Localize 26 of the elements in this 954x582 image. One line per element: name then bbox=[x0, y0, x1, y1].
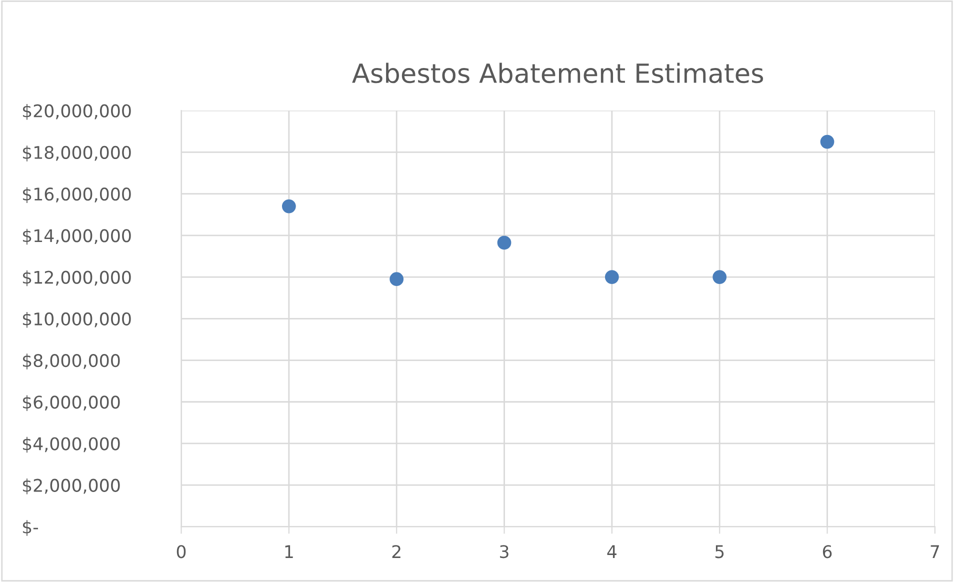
point bbox=[282, 199, 296, 214]
y-tick-label: $14,000,000 bbox=[22, 228, 131, 245]
y-tick-label: $10,000,000 bbox=[22, 312, 131, 328]
y-tick-label: $4,000,000 bbox=[22, 436, 120, 453]
x-tick-label: 0 bbox=[176, 545, 186, 558]
chart-title: Asbestos Abatement Estimates bbox=[352, 62, 764, 84]
point bbox=[497, 236, 512, 250]
y-tick-label: $8,000,000 bbox=[22, 354, 120, 370]
x-tick-label: 3 bbox=[500, 545, 508, 558]
x-tick-label: 5 bbox=[715, 545, 724, 558]
y-tick-label: $16,000,000 bbox=[22, 187, 131, 203]
y-tick-label: $6,000,000 bbox=[22, 395, 120, 412]
point bbox=[604, 270, 619, 284]
y-tick-label: $12,000,000 bbox=[22, 270, 131, 286]
point bbox=[712, 270, 727, 284]
x-tick-label: 1 bbox=[285, 545, 293, 558]
point bbox=[820, 134, 834, 149]
y-tick-label: $18,000,000 bbox=[22, 146, 131, 162]
x-tick-label: 7 bbox=[930, 545, 939, 558]
y-tick-label: $- bbox=[22, 520, 38, 536]
y-tick-label: $20,000,000 bbox=[22, 104, 131, 120]
x-tick-label: 6 bbox=[822, 545, 832, 558]
y-tick-label: $2,000,000 bbox=[22, 478, 120, 494]
point bbox=[390, 272, 404, 286]
x-tick-label: 4 bbox=[607, 545, 616, 558]
x-tick-label: 2 bbox=[392, 545, 400, 558]
